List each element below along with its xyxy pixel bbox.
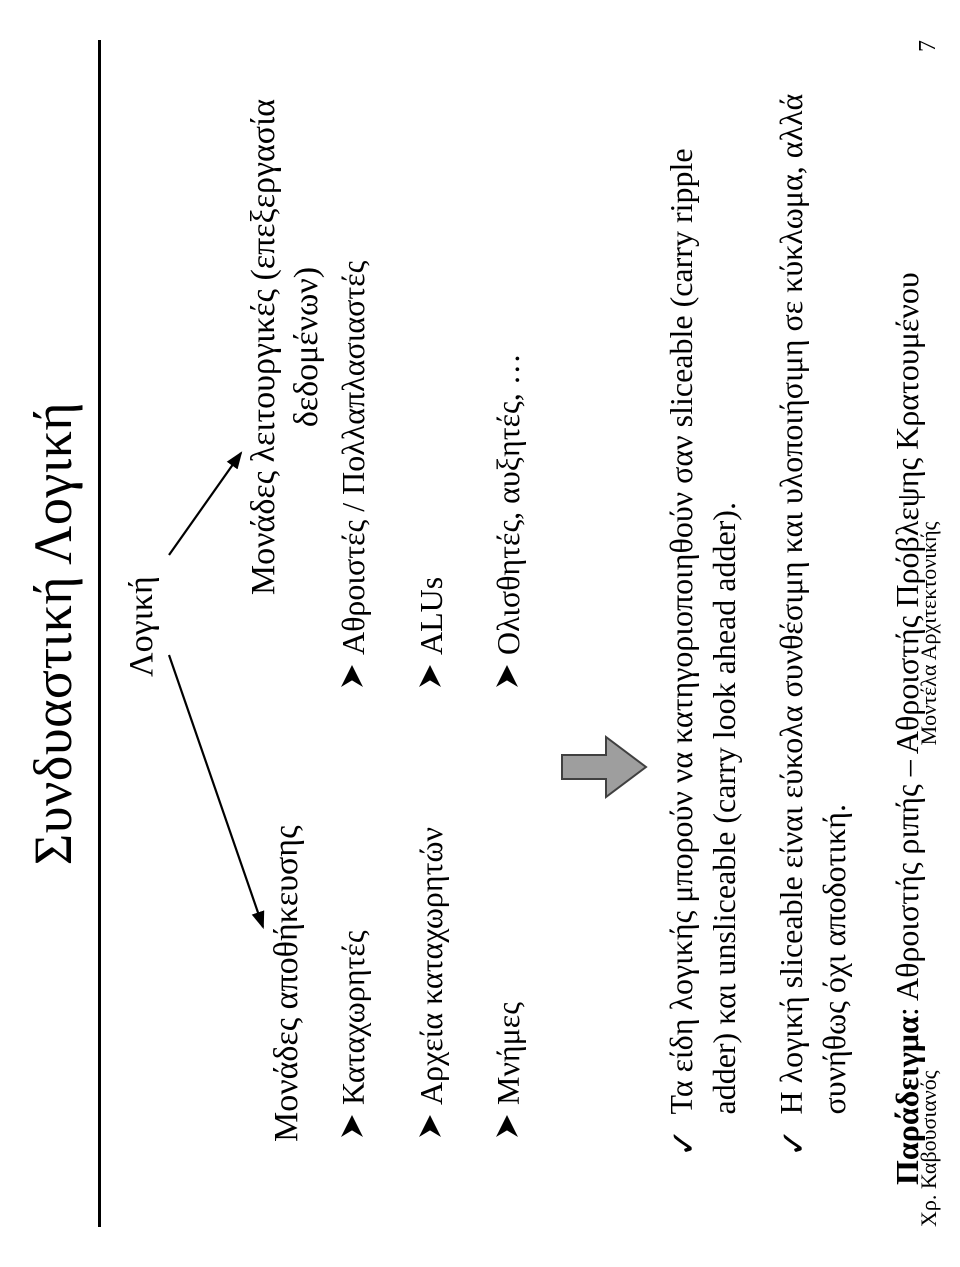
two-column-lists: Καταχωρητές Αρχεία καταχωρητών Μνήμες Αθ… [333, 0, 566, 1267]
check-icon: ✓ [772, 1129, 818, 1158]
list-item: Αθροιστές / Πολλαπλασιαστές [333, 0, 375, 687]
list-item: ALUs [411, 0, 453, 687]
list-item: Αρχεία καταχωρητών [411, 727, 453, 1137]
title-underline [98, 40, 101, 1227]
list-item-label: Αρχεία καταχωρητών [411, 827, 453, 1105]
list-item-label: Καταχωρητές [333, 930, 375, 1105]
right-column: Αθροιστές / Πολλαπλασιαστές ALUs Ολισθητ… [333, 0, 566, 727]
tree-right-branch-label: Μονάδες λειτουργικές (επεξεργασία δεδομέ… [243, 17, 328, 677]
checklist-item-text: Τα είδη λογικής μπορούν να κατηγοριοποιη… [660, 70, 746, 1115]
list-item-label: Μνήμες [488, 1002, 530, 1105]
triangle-bullet-icon [341, 665, 363, 687]
body-paragraphs: ✓ Τα είδη λογικής μπορούν να κατηγοριοπο… [660, 0, 857, 1267]
logic-tree-diagram: Λογική Μονάδες αποθήκευσης Μονάδες λειτο… [113, 0, 333, 1267]
footer-title: Μοντέλα Αρχιτεκτονικής [916, 0, 942, 1267]
left-column: Καταχωρητές Αρχεία καταχωρητών Μνήμες [333, 727, 566, 1267]
triangle-bullet-icon [496, 665, 518, 687]
list-item-label: ALUs [411, 577, 453, 655]
tree-left-branch-label: Μονάδες αποθήκευσης [268, 825, 306, 1142]
triangle-bullet-icon [419, 1115, 441, 1137]
triangle-bullet-icon [496, 1115, 518, 1137]
footer-page-number: 7 [915, 40, 942, 52]
slide-title: Συνδυαστική Λογική [0, 0, 84, 1267]
list-item: Ολισθητές, αυξητές, … [488, 0, 530, 687]
checklist-item: ✓ Τα είδη λογικής μπορούν να κατηγοριοπο… [660, 70, 746, 1157]
list-item: Μνήμες [488, 727, 530, 1137]
down-arrow-container [560, 0, 650, 1267]
list-item: Καταχωρητές [333, 727, 375, 1137]
triangle-bullet-icon [419, 665, 441, 687]
check-icon: ✓ [662, 1129, 708, 1158]
checklist-item: ✓ Η λογική sliceable είναι εύκολα συνθέσ… [770, 70, 856, 1157]
down-arrow-icon [560, 733, 648, 801]
list-item-label: Ολισθητές, αυξητές, … [488, 353, 530, 655]
triangle-bullet-icon [341, 1115, 363, 1137]
list-item-label: Αθροιστές / Πολλαπλασιαστές [333, 261, 375, 655]
slide: Συνδυαστική Λογική Λογική Μονάδες αποθήκ… [0, 0, 960, 1267]
checklist-item-text: Η λογική sliceable είναι εύκολα συνθέσιμ… [770, 70, 856, 1115]
tree-root-label: Λογική [123, 576, 161, 677]
